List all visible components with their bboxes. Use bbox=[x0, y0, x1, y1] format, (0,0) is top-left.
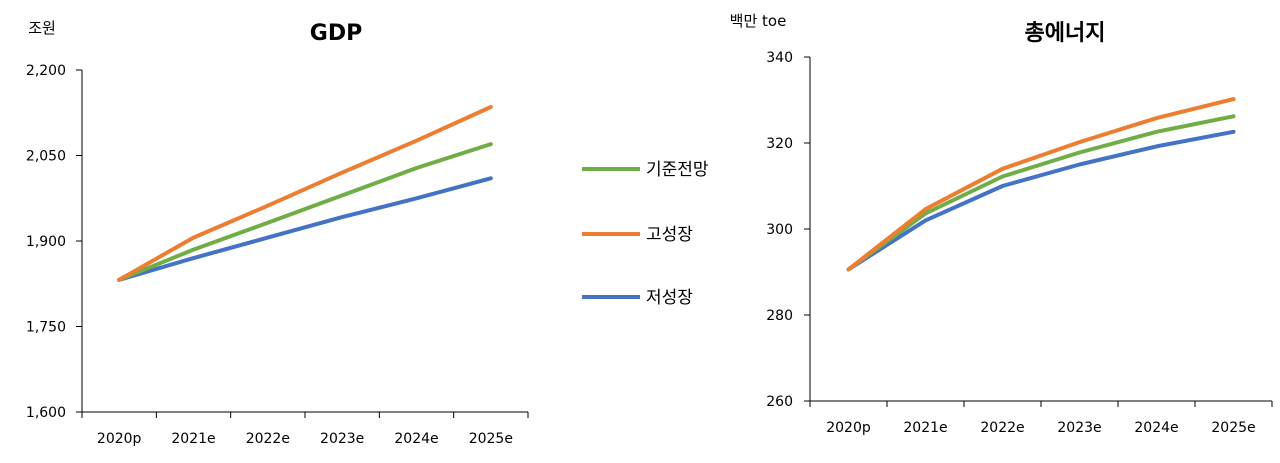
energy-chart-title: 총에너지 bbox=[1025, 21, 1106, 46]
gdp-series-baseline-line bbox=[117, 142, 493, 282]
gdp-y-tick-label: 1,600 bbox=[26, 405, 66, 421]
gdp-y-tick-label: 1,900 bbox=[26, 234, 66, 250]
gdp-tick-group: 1,600 1,750 1,900 2,050 2,200 2020p 2021e 2022e… bbox=[26, 63, 529, 447]
legend-item: 고성장 bbox=[582, 225, 693, 245]
energy-x-tick-label: 2021e bbox=[903, 420, 947, 436]
energy-series-baseline-line bbox=[846, 114, 1236, 272]
energy-series-high-growth-line bbox=[846, 97, 1236, 272]
gdp-x-tick-label: 2024e bbox=[394, 431, 438, 447]
gdp-unit-label: 조원 bbox=[28, 19, 56, 37]
legend-item: 저성장 bbox=[582, 288, 693, 308]
energy-tick-group: 260 280 300 320 340 2020p 2021e 2022e 2023e 2024e… bbox=[766, 50, 1273, 436]
energy-unit-label: 백만 toe bbox=[730, 12, 787, 30]
energy-series-low-growth-line bbox=[846, 129, 1236, 272]
energy-y-tick-label: 340 bbox=[766, 50, 793, 66]
energy-x-tick-label: 2020p bbox=[826, 420, 871, 436]
legend-label-high-growth: 고성장 bbox=[646, 225, 693, 245]
gdp-y-tick-label: 2,200 bbox=[26, 63, 66, 79]
gdp-chart: GDP 조원 1,600 1,750 1,900 2,050 2,200 2020p 202… bbox=[26, 19, 529, 447]
gdp-x-tick-label: 2021e bbox=[171, 431, 215, 447]
gdp-chart-title: GDP bbox=[310, 21, 362, 46]
gdp-series-high-growth-line bbox=[117, 105, 493, 282]
legend-label-baseline: 기준전망 bbox=[646, 160, 709, 180]
gdp-x-tick-label: 2025e bbox=[469, 431, 513, 447]
gdp-series-group bbox=[117, 105, 493, 282]
energy-y-tick-label: 280 bbox=[766, 308, 793, 324]
energy-y-tick-label: 260 bbox=[766, 394, 793, 410]
energy-y-tick-label: 300 bbox=[766, 222, 793, 238]
gdp-x-tick-label: 2020p bbox=[97, 431, 142, 447]
gdp-y-tick-label: 2,050 bbox=[26, 149, 66, 165]
legend-item: 기준전망 bbox=[582, 160, 709, 180]
gdp-y-tick-label: 1,750 bbox=[26, 320, 66, 336]
energy-x-tick-label: 2022e bbox=[980, 420, 1024, 436]
energy-y-tick-label: 320 bbox=[766, 136, 793, 152]
energy-x-tick-label: 2025e bbox=[1211, 420, 1255, 436]
energy-series-group bbox=[846, 97, 1236, 272]
gdp-series-low-growth-line bbox=[117, 176, 493, 282]
energy-x-tick-label: 2024e bbox=[1134, 420, 1178, 436]
gdp-x-tick-label: 2022e bbox=[246, 431, 290, 447]
legend: 기준전망 고성장 저성장 bbox=[582, 160, 709, 308]
gdp-x-tick-label: 2023e bbox=[320, 431, 364, 447]
energy-x-tick-label: 2023e bbox=[1057, 420, 1101, 436]
energy-chart: 총에너지 백만 toe 260 280 300 320 340 2020p 2021e 202… bbox=[730, 12, 1273, 436]
legend-label-low-growth: 저성장 bbox=[646, 288, 693, 308]
